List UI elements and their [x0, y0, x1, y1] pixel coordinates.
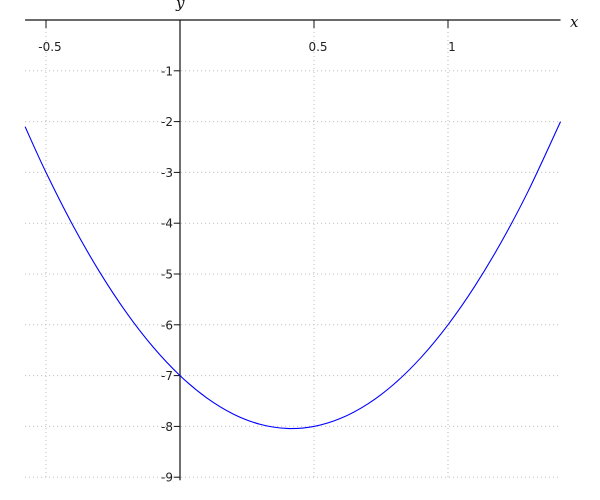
y-tick-label: -2 [161, 115, 173, 129]
y-tick-label: -6 [161, 318, 173, 332]
y-tick-label: -4 [161, 217, 173, 231]
x-tick-label: 0.5 [308, 40, 327, 54]
axes [25, 19, 561, 481]
x-axis-label: x [570, 13, 579, 31]
tick-labels: -0.5 0.5 1 -1 -2 -3 -4 -5 -6 -7 -8 -9 [38, 40, 456, 485]
y-tick-label: -8 [161, 420, 173, 434]
y-tick-label: -5 [161, 268, 173, 282]
series [24, 121, 562, 430]
curve-line [24, 121, 562, 430]
y-axis-label: y [175, 0, 185, 12]
y-tick-label: -9 [161, 471, 173, 485]
y-tick-label: -3 [161, 166, 173, 180]
x-tick-label: -0.5 [38, 40, 61, 54]
grid [25, 20, 561, 478]
y-tick-label: -1 [161, 64, 173, 78]
y-tick-label: -7 [161, 369, 173, 383]
x-tick-label: 1 [448, 40, 456, 54]
